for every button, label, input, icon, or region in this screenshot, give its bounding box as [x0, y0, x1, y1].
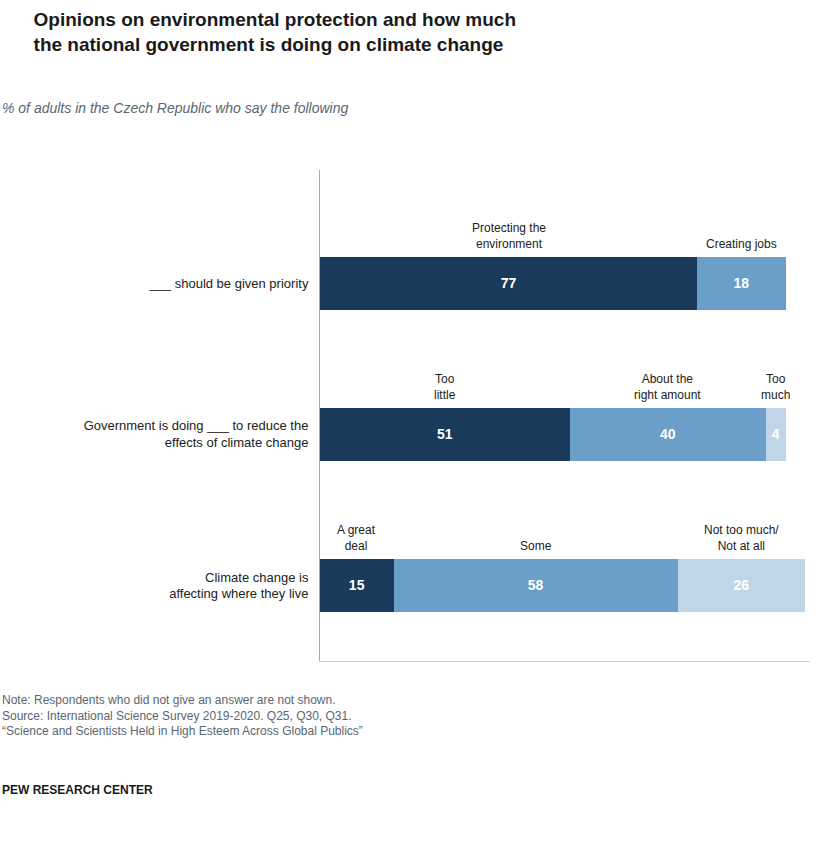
svg-text:58: 58: [528, 577, 544, 593]
svg-text:Toomuch: Toomuch: [761, 372, 790, 402]
svg-text:Climate change isaffecting whe: Climate change isaffecting where they li…: [169, 570, 309, 602]
svg-text:Protecting theenvironment: Protecting theenvironment: [472, 221, 546, 251]
svg-text:PEW RESEARCH CENTER: PEW RESEARCH CENTER: [2, 783, 153, 797]
svg-text:26: 26: [734, 577, 750, 593]
svg-text:77: 77: [501, 275, 517, 291]
svg-text:40: 40: [660, 426, 676, 442]
svg-text:___ should be given priority: ___ should be given priority: [148, 276, 308, 291]
svg-text:51: 51: [437, 426, 453, 442]
svg-text:Creating jobs: Creating jobs: [706, 237, 777, 251]
svg-text:Not too much/Not at all: Not too much/Not at all: [704, 523, 779, 553]
svg-text:Some: Some: [520, 539, 552, 553]
svg-text:% of adults in the Czech Repub: % of adults in the Czech Republic who sa…: [2, 100, 349, 116]
svg-text:Opinions on environmental prot: Opinions on environmental protection and…: [34, 9, 516, 55]
svg-text:4: 4: [772, 426, 780, 442]
svg-text:Note: Respondents who did not: Note: Respondents who did not give an an…: [2, 693, 363, 738]
svg-text:15: 15: [349, 577, 365, 593]
svg-text:Toolittle: Toolittle: [434, 372, 456, 402]
svg-text:Government is doing ___ to red: Government is doing ___ to reduce theeff…: [84, 418, 309, 450]
svg-text:About theright amount: About theright amount: [634, 372, 701, 402]
svg-text:A greatdeal: A greatdeal: [337, 523, 376, 553]
svg-text:18: 18: [734, 275, 750, 291]
